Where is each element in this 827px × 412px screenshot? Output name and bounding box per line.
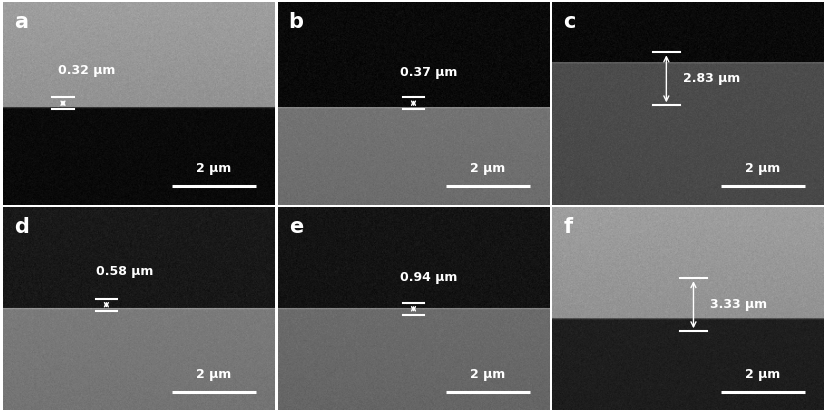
- Text: 2 μm: 2 μm: [196, 368, 232, 381]
- Text: 2 μm: 2 μm: [471, 368, 506, 381]
- Text: f: f: [563, 218, 572, 237]
- Text: 0.32 μm: 0.32 μm: [58, 64, 115, 77]
- Text: d: d: [14, 218, 29, 237]
- Text: 0.58 μm: 0.58 μm: [96, 265, 153, 279]
- Text: 0.37 μm: 0.37 μm: [400, 66, 457, 79]
- Text: a: a: [14, 12, 28, 32]
- Text: 3.33 μm: 3.33 μm: [710, 298, 767, 311]
- Text: 2 μm: 2 μm: [745, 162, 781, 176]
- Text: e: e: [289, 218, 303, 237]
- Text: 2 μm: 2 μm: [745, 368, 781, 381]
- Text: 2.83 μm: 2.83 μm: [682, 73, 740, 85]
- Text: 0.94 μm: 0.94 μm: [400, 272, 457, 284]
- Text: b: b: [289, 12, 304, 32]
- Text: 2 μm: 2 μm: [471, 162, 506, 176]
- Text: 2 μm: 2 μm: [196, 162, 232, 176]
- Text: c: c: [563, 12, 576, 32]
